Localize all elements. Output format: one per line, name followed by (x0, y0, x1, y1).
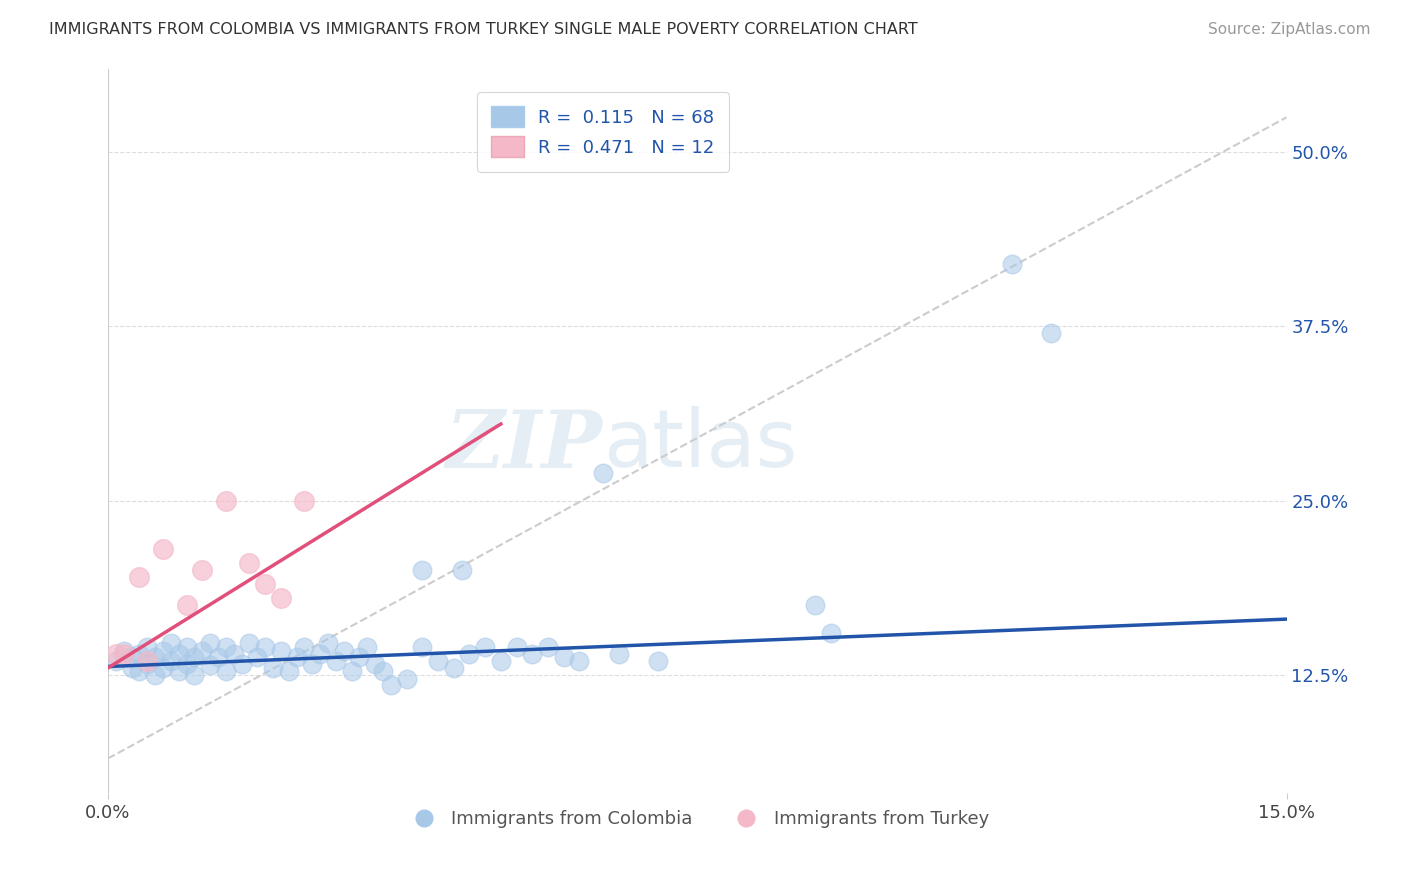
Point (152, 644, 174, 658)
Point (215, 640, 238, 654)
Point (254, 577, 277, 591)
Point (294, 640, 316, 654)
Point (270, 644, 292, 658)
Text: Source: ZipAtlas.com: Source: ZipAtlas.com (1208, 22, 1371, 37)
Text: IMMIGRANTS FROM COLOMBIA VS IMMIGRANTS FROM TURKEY SINGLE MALE POVERTY CORRELATI: IMMIGRANTS FROM COLOMBIA VS IMMIGRANTS F… (49, 22, 918, 37)
Point (411, 640, 433, 654)
Point (443, 661, 465, 675)
Point (1000, 257, 1022, 271)
Point (191, 644, 214, 658)
Point (349, 649, 371, 664)
Point (136, 640, 159, 654)
Point (1039, 326, 1062, 341)
Point (198, 658, 221, 673)
Point (356, 640, 378, 654)
Point (301, 657, 323, 671)
Point (294, 493, 316, 508)
Point (804, 598, 827, 612)
Point (537, 640, 560, 654)
Point (505, 640, 527, 654)
Point (191, 563, 214, 577)
Point (364, 657, 387, 671)
Point (176, 598, 198, 612)
Point (427, 654, 450, 668)
Point (198, 636, 221, 650)
Point (592, 466, 614, 480)
Text: atlas: atlas (603, 407, 797, 484)
Point (136, 654, 159, 668)
Point (309, 647, 332, 661)
Point (568, 654, 591, 668)
Point (143, 668, 166, 682)
Point (176, 640, 198, 654)
Point (112, 647, 135, 661)
Point (128, 664, 150, 678)
Point (183, 668, 205, 682)
Point (262, 661, 284, 675)
Point (136, 657, 159, 671)
Point (207, 649, 229, 664)
Point (215, 493, 238, 508)
Point (380, 678, 402, 692)
Point (176, 657, 198, 671)
Point (450, 563, 472, 577)
Point (143, 649, 166, 664)
Point (489, 654, 512, 668)
Point (332, 644, 354, 658)
Point (222, 647, 245, 661)
Point (160, 636, 183, 650)
Point (474, 640, 496, 654)
Point (215, 664, 238, 678)
Point (371, 664, 394, 678)
Point (121, 649, 143, 664)
Point (104, 654, 127, 668)
Point (395, 672, 418, 686)
Point (238, 557, 260, 571)
Point (238, 636, 260, 650)
Point (325, 654, 347, 668)
Point (121, 661, 143, 675)
Point (128, 647, 150, 661)
Point (160, 654, 183, 668)
Point (167, 647, 190, 661)
Point (340, 664, 363, 678)
Point (152, 661, 174, 675)
Point (254, 640, 277, 654)
Point (316, 636, 339, 650)
Point (522, 647, 544, 661)
Point (183, 649, 205, 664)
Point (285, 649, 308, 664)
Point (277, 664, 299, 678)
Point (820, 626, 842, 640)
Point (458, 647, 481, 661)
Point (411, 563, 433, 577)
Point (231, 657, 253, 671)
Point (152, 542, 174, 557)
Point (246, 649, 269, 664)
Legend: Immigrants from Colombia, Immigrants from Turkey: Immigrants from Colombia, Immigrants fro… (398, 803, 995, 835)
Point (167, 664, 190, 678)
Point (128, 570, 150, 584)
Point (270, 591, 292, 606)
Text: ZIP: ZIP (446, 407, 603, 484)
Point (112, 644, 135, 658)
Point (553, 649, 575, 664)
Point (104, 647, 127, 661)
Point (647, 654, 669, 668)
Point (607, 647, 630, 661)
